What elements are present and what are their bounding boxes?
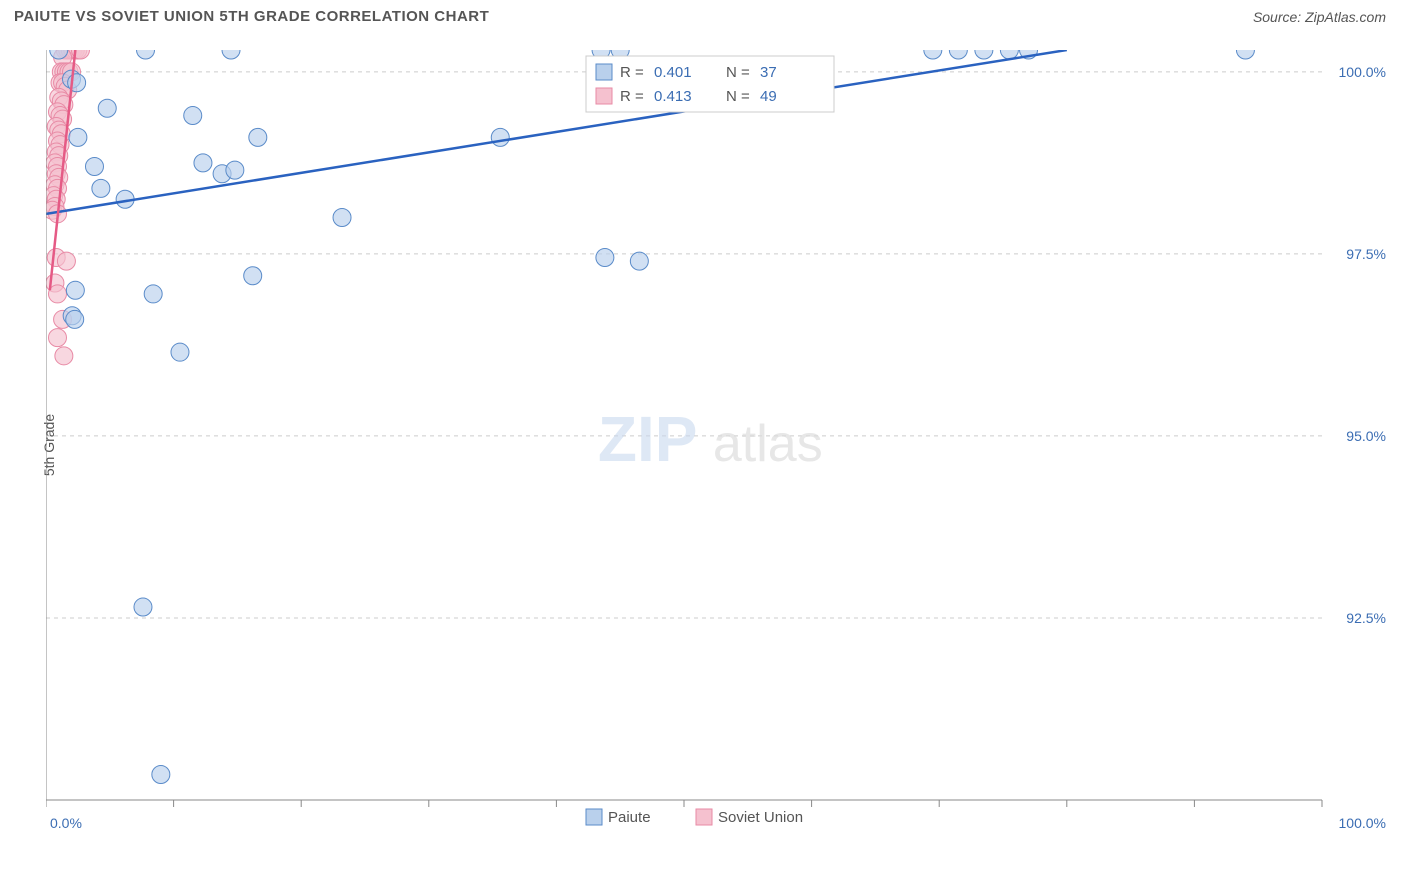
svg-text:ZIP: ZIP [598,403,698,475]
scatter-point-paiute [92,179,110,197]
bottom-legend-swatch-paiute [586,809,602,825]
svg-text:49: 49 [760,88,777,105]
bottom-legend-swatch-soviet [696,809,712,825]
bottom-legend-soviet: Soviet Union [718,809,803,826]
scatter-point-paiute [491,128,509,146]
source-label: Source: ZipAtlas.com [1253,9,1386,25]
svg-text:R =: R = [620,88,644,105]
scatter-point-paiute [630,252,648,270]
scatter-point-paiute [184,107,202,125]
bottom-legend-paiute: Paiute [608,809,651,826]
scatter-point-paiute [222,50,240,59]
scatter-point-paiute [226,161,244,179]
trend-line-paiute [46,50,1067,214]
legend-swatch-soviet [596,88,612,104]
scatter-point-soviet [55,347,73,365]
scatter-point-paiute [596,249,614,267]
scatter-point-paiute [194,154,212,172]
scatter-point-soviet [48,329,66,347]
svg-text:0.401: 0.401 [654,64,692,81]
scatter-point-paiute [1236,50,1254,59]
scatter-point-paiute [152,766,170,784]
svg-text:R =: R = [620,64,644,81]
svg-text:0.0%: 0.0% [50,815,82,831]
scatter-point-soviet [57,252,75,270]
scatter-point-paiute [98,99,116,117]
svg-text:100.0%: 100.0% [1339,815,1386,831]
scatter-point-paiute [975,50,993,59]
svg-text:95.0%: 95.0% [1346,428,1386,444]
scatter-point-paiute [244,267,262,285]
scatter-point-paiute [66,281,84,299]
svg-text:N =: N = [726,88,750,105]
scatter-point-paiute [333,208,351,226]
scatter-point-paiute [949,50,967,59]
svg-text:97.5%: 97.5% [1346,246,1386,262]
scatter-point-paiute [924,50,942,59]
svg-text:100.0%: 100.0% [1339,64,1386,80]
scatter-point-paiute [66,310,84,328]
svg-text:92.5%: 92.5% [1346,610,1386,626]
svg-text:0.413: 0.413 [654,88,692,105]
chart-area: 5th Grade ZIPatlas92.5%95.0%97.5%100.0%0… [40,50,1392,840]
scatter-point-paiute [171,343,189,361]
legend-swatch-paiute [596,64,612,80]
scatter-point-paiute [85,158,103,176]
svg-text:atlas: atlas [713,415,823,473]
scatter-point-paiute [137,50,155,59]
scatter-point-paiute [144,285,162,303]
scatter-point-paiute [134,598,152,616]
chart-title: PAIUTE VS SOVIET UNION 5TH GRADE CORRELA… [14,8,489,25]
scatter-point-paiute [249,128,267,146]
svg-text:37: 37 [760,64,777,81]
scatter-chart: ZIP atlas 92.5% 95.0% 97.5% 100.0% 0.0% 100.0% R… [46,50,1392,840]
svg-text:N =: N = [726,64,750,81]
scatter-point-paiute [69,128,87,146]
